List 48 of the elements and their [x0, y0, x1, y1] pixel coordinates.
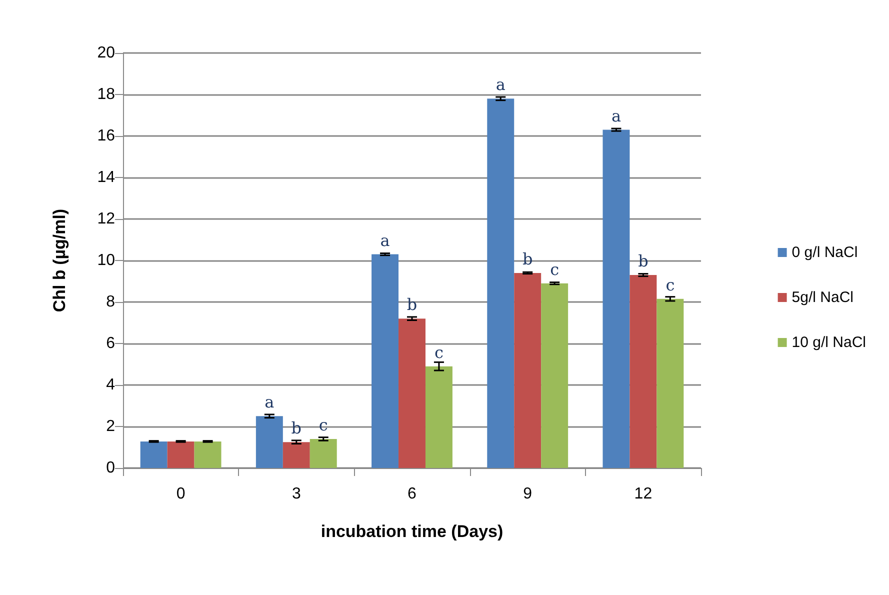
data-label: c [550, 260, 560, 279]
y-tick-label: 14 [97, 169, 116, 186]
bar [194, 441, 222, 468]
y-tick-label: 6 [106, 335, 116, 352]
bar [167, 441, 194, 468]
x-axis-title: incubation time (Days) [320, 522, 504, 541]
bar [514, 272, 542, 468]
x-tick-label: 0 [176, 486, 186, 502]
y-tick-label: 0 [106, 460, 116, 476]
legend-label: 5g/l NaCl [792, 289, 854, 306]
data-label: c [434, 342, 444, 362]
y-tick-label: 2 [106, 418, 116, 435]
data-label: a [380, 230, 390, 250]
y-tick-label: 12 [97, 210, 116, 228]
bar [140, 441, 168, 468]
y-tick-label: 8 [106, 294, 116, 310]
bar [282, 442, 310, 468]
x-tick-label: 9 [523, 486, 532, 502]
bar [656, 298, 684, 468]
x-tick-label: 3 [292, 486, 301, 502]
bar [541, 283, 568, 468]
bar [602, 130, 630, 468]
x-tick-label: 12 [634, 486, 652, 502]
data-label: b [291, 418, 302, 438]
legend-label: 10 g/l NaCl [792, 334, 866, 351]
data-label: c [666, 275, 675, 294]
bar [256, 416, 283, 468]
y-tick-label: 10 [97, 252, 116, 269]
data-label: a [264, 392, 275, 412]
y-tick-label: 4 [106, 376, 116, 394]
data-label: b [638, 252, 648, 271]
y-tick-label: 20 [97, 44, 116, 62]
data-label: a [496, 75, 506, 94]
bar [487, 98, 514, 468]
bar [630, 275, 657, 468]
bar [372, 254, 399, 468]
y-tick-label: 18 [97, 86, 116, 103]
bar [398, 318, 426, 468]
x-tick-label: 6 [408, 486, 417, 502]
legend-label: 0 g/l NaCl [792, 244, 858, 261]
bar [310, 438, 337, 468]
data-label: c [318, 415, 328, 434]
bar [425, 366, 452, 468]
data-label: b [522, 249, 533, 268]
data-label: a [611, 106, 622, 126]
data-label: b [406, 295, 418, 314]
y-axis-title: Chl b (µg/ml) [50, 208, 69, 312]
y-tick-label: 16 [97, 128, 116, 144]
